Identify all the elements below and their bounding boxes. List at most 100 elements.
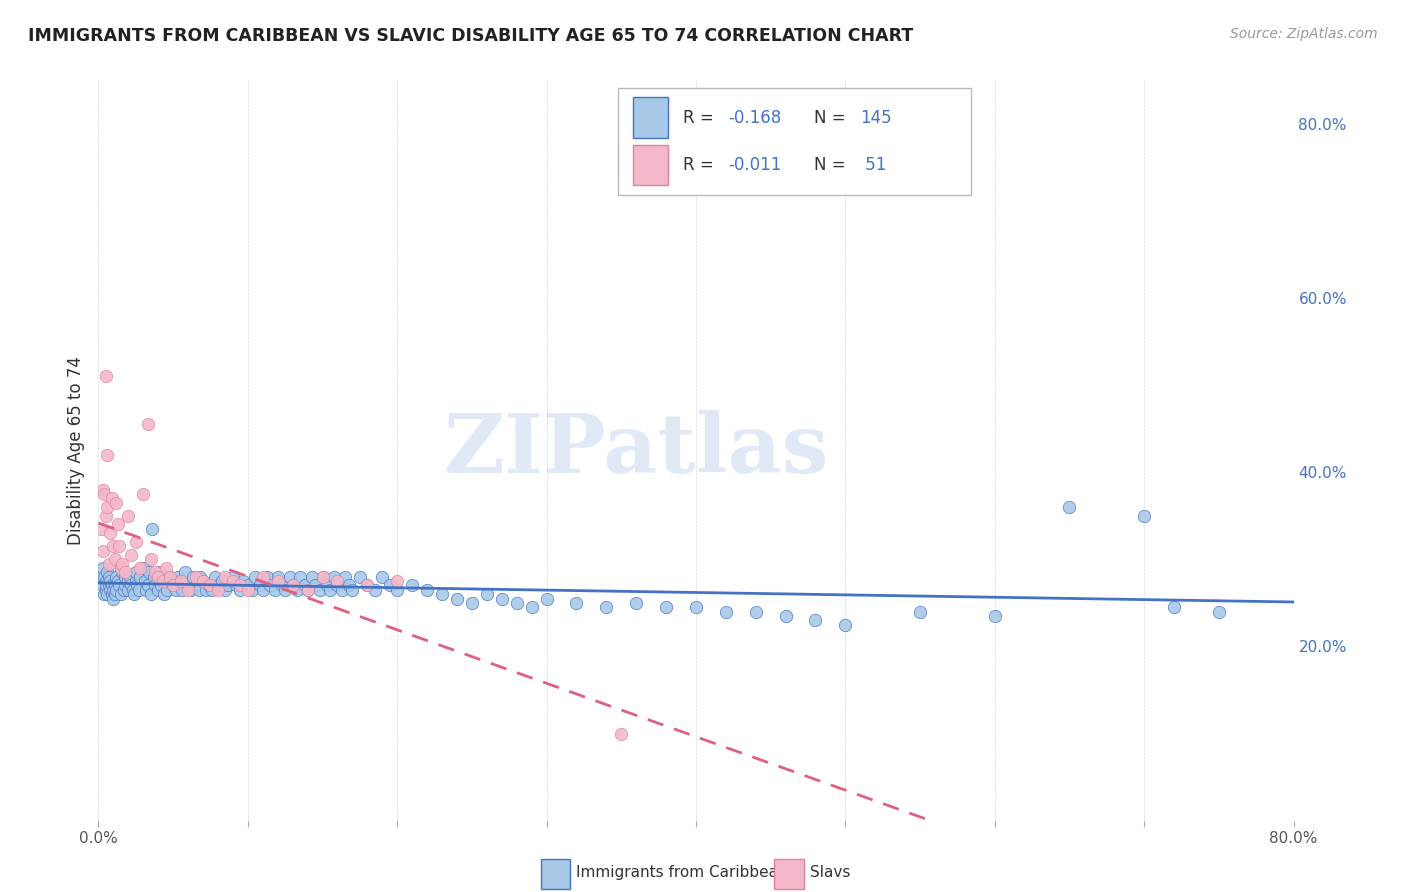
Point	[96, 448, 118, 462]
Point	[240, 582, 263, 597]
Point	[323, 570, 346, 584]
Point	[112, 582, 135, 597]
Text: -0.168: -0.168	[728, 109, 782, 127]
Point	[101, 587, 124, 601]
Point	[125, 535, 148, 549]
Point	[339, 578, 361, 592]
Point	[225, 578, 247, 592]
Point	[626, 596, 648, 610]
Text: R =: R =	[683, 109, 718, 127]
Point	[430, 587, 453, 601]
FancyBboxPatch shape	[633, 145, 668, 186]
Point	[129, 561, 152, 575]
Point	[201, 582, 224, 597]
Point	[142, 570, 165, 584]
Point	[506, 596, 529, 610]
Point	[111, 566, 134, 580]
Point	[98, 526, 122, 541]
Point	[111, 557, 134, 571]
Point	[259, 578, 281, 592]
Point	[804, 613, 827, 627]
Point	[120, 578, 142, 592]
Point	[211, 574, 233, 588]
Point	[316, 578, 339, 592]
Text: N =: N =	[814, 156, 851, 174]
Point	[267, 574, 290, 588]
Point	[378, 578, 401, 592]
Text: N =: N =	[814, 109, 851, 127]
Point	[333, 570, 356, 584]
Point	[96, 587, 118, 601]
Point	[93, 570, 115, 584]
Point	[180, 582, 202, 597]
Point	[101, 491, 124, 506]
Point	[132, 561, 155, 575]
Point	[162, 578, 184, 592]
Point	[152, 570, 174, 584]
Text: R =: R =	[683, 156, 718, 174]
Point	[364, 582, 387, 597]
Point	[274, 582, 297, 597]
Point	[93, 487, 115, 501]
Point	[169, 574, 191, 588]
Point	[152, 574, 174, 588]
Point	[127, 578, 149, 592]
Point	[385, 582, 409, 597]
Point	[308, 582, 330, 597]
Point	[326, 574, 349, 588]
Point	[110, 561, 132, 575]
Text: ZIPatlas: ZIPatlas	[443, 410, 830, 491]
Point	[139, 552, 162, 566]
Point	[105, 496, 128, 510]
Point	[416, 582, 439, 597]
Point	[342, 582, 364, 597]
Point	[156, 582, 179, 597]
Point	[204, 570, 226, 584]
Point	[165, 582, 187, 597]
Point	[207, 582, 229, 597]
Point	[103, 591, 125, 606]
Point	[96, 500, 118, 514]
Point	[232, 574, 254, 588]
Point	[104, 578, 127, 592]
Text: Slavs: Slavs	[810, 865, 849, 880]
FancyBboxPatch shape	[541, 859, 571, 888]
Point	[1208, 605, 1230, 619]
Point	[98, 582, 122, 597]
Point	[446, 591, 468, 606]
Point	[159, 570, 181, 584]
Point	[101, 578, 124, 592]
Point	[214, 570, 236, 584]
Point	[148, 582, 170, 597]
Point	[281, 578, 304, 592]
Point	[136, 417, 159, 432]
Point	[107, 574, 129, 588]
Point	[745, 605, 768, 619]
Point	[285, 582, 308, 597]
Point	[91, 578, 114, 592]
Point	[166, 570, 188, 584]
Point	[96, 566, 118, 580]
Point	[134, 574, 156, 588]
Point	[297, 582, 319, 597]
Point	[117, 508, 139, 523]
Point	[236, 582, 259, 597]
Point	[294, 578, 316, 592]
Point	[187, 582, 209, 597]
Point	[267, 570, 290, 584]
Point	[184, 578, 207, 592]
Point	[775, 609, 797, 624]
Point	[1163, 600, 1185, 615]
Point	[104, 552, 127, 566]
Point	[114, 566, 136, 580]
Point	[356, 578, 378, 592]
Point	[90, 522, 112, 536]
Point	[278, 570, 301, 584]
Point	[188, 570, 211, 584]
Point	[252, 582, 274, 597]
Point	[491, 591, 513, 606]
Point	[118, 570, 141, 584]
Point	[195, 582, 218, 597]
Point	[90, 570, 112, 584]
Point	[271, 578, 294, 592]
